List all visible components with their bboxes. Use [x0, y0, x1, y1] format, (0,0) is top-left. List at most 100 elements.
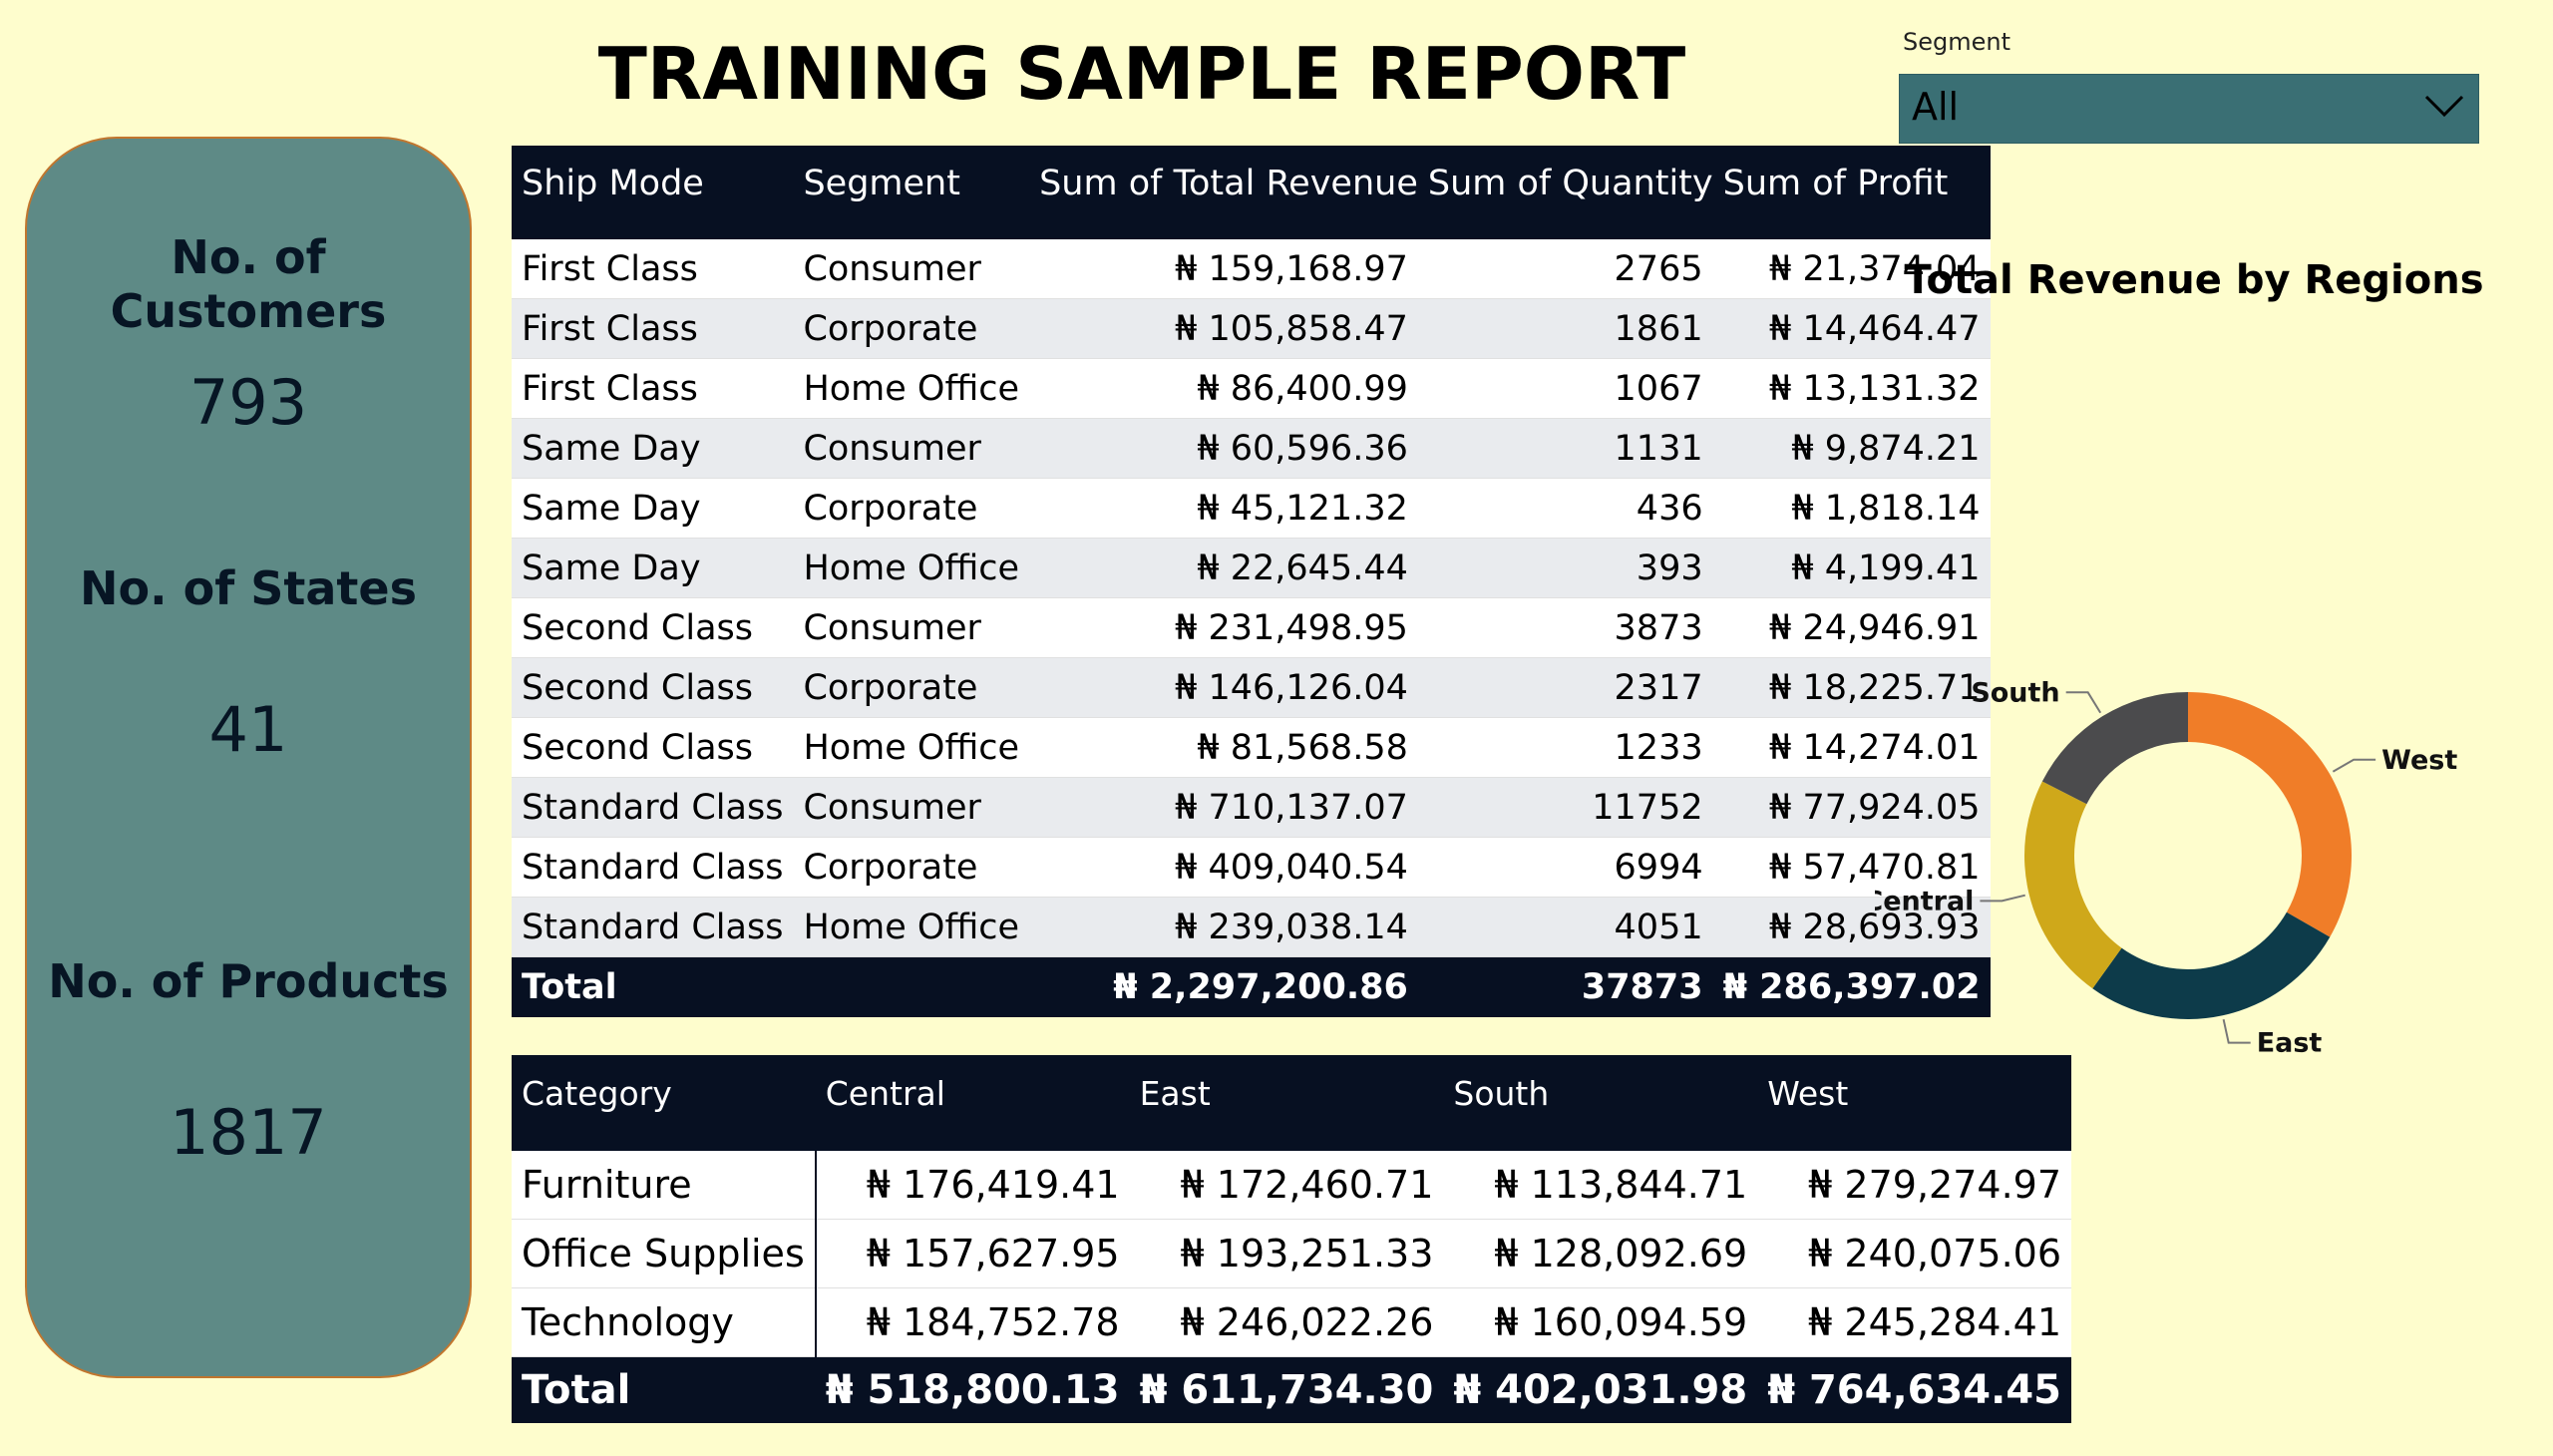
col-header-east[interactable]: East: [1129, 1055, 1444, 1151]
cell-segment: Consumer: [793, 777, 1030, 838]
cell-profit: ₦ 14,274.01: [1712, 717, 1991, 778]
cell-total-revenue: ₦ 231,498.95: [1029, 597, 1418, 658]
cell-quantity: 2765: [1417, 239, 1713, 299]
cell-ship-mode: First Class: [512, 298, 794, 359]
table-row[interactable]: Technology ₦ 184,752.78 ₦ 246,022.26 ₦ 160,…: [512, 1287, 2071, 1357]
cell-profit: ₦ 77,924.05: [1712, 777, 1991, 838]
donut-slice-east[interactable]: [2092, 911, 2331, 1019]
chevron-down-icon: [2424, 95, 2464, 118]
ship-mode-table: Ship Mode Segment Sum of Total Revenue S…: [512, 146, 1991, 1017]
donut-label-west: West: [2381, 745, 2457, 776]
table-row[interactable]: Standard Class Corporate ₦ 409,040.54 6994 ₦…: [512, 837, 1991, 898]
cell-total-revenue: ₦ 159,168.97: [1029, 239, 1418, 299]
cell-ship-mode: Same Day: [512, 538, 794, 598]
cell-ship-mode: Same Day: [512, 418, 794, 479]
cell-category: Furniture: [512, 1151, 817, 1220]
cell-quantity: 11752: [1417, 777, 1713, 838]
ship-table-header: Ship Mode Segment Sum of Total Revenue S…: [512, 146, 1991, 239]
table-row[interactable]: Same Day Home Office ₦ 22,645.44 393 ₦ 4,199…: [512, 538, 1991, 598]
cell-profit: ₦ 4,199.41: [1712, 538, 1991, 598]
cell-total-revenue: ₦ 239,038.14: [1029, 897, 1418, 957]
donut-slice-south[interactable]: [2041, 692, 2188, 805]
col-header-west[interactable]: West: [1757, 1055, 2071, 1151]
ship-table-total-row: Total ₦ 2,297,200.86 37873 ₦ 286,397.02: [512, 956, 1991, 1017]
cell-segment: Corporate: [793, 837, 1030, 898]
table-row[interactable]: Office Supplies ₦ 157,627.95 ₦ 193,251.33 ₦…: [512, 1219, 2071, 1288]
cell-central: ₦ 157,627.95: [815, 1219, 1130, 1288]
cell-profit: ₦ 13,131.32: [1712, 358, 1991, 419]
table-row[interactable]: Same Day Consumer ₦ 60,596.36 1131 ₦ 9,874.2…: [512, 418, 1991, 479]
cell-total-revenue: ₦ 409,040.54: [1029, 837, 1418, 898]
chart-title: Total Revenue by Regions: [1904, 257, 2484, 303]
kpi-products-value: 1817: [170, 1096, 327, 1169]
total-label: Total: [512, 956, 794, 1017]
table-row[interactable]: First Class Home Office ₦ 86,400.99 1067 ₦ 1…: [512, 358, 1991, 419]
cell-quantity: 3873: [1417, 597, 1713, 658]
donut-label-south: South: [1971, 677, 2059, 708]
table-row[interactable]: Standard Class Consumer ₦ 710,137.07 11752 ₦…: [512, 777, 1991, 838]
cell-profit: ₦ 9,874.21: [1712, 418, 1991, 479]
cell-ship-mode: Second Class: [512, 717, 794, 778]
cell-total-revenue: ₦ 60,596.36: [1029, 418, 1418, 479]
donut-leader-line: [2222, 1018, 2251, 1044]
total-revenue: ₦ 2,297,200.86: [1029, 956, 1418, 1017]
table-row[interactable]: First Class Consumer ₦ 159,168.97 2765 ₦ 21,…: [512, 239, 1991, 299]
table-row[interactable]: Furniture ₦ 176,419.41 ₦ 172,460.71 ₦ 113,8…: [512, 1151, 2071, 1220]
cell-south: ₦ 113,844.71: [1443, 1151, 1758, 1220]
table-row[interactable]: Second Class Consumer ₦ 231,498.95 3873 ₦ 24…: [512, 597, 1991, 658]
segment-slicer-label: Segment: [1903, 28, 2010, 56]
cell-total-revenue: ₦ 105,858.47: [1029, 298, 1418, 359]
col-header-central[interactable]: Central: [815, 1055, 1130, 1151]
kpi-products-label: No. of Products: [48, 954, 449, 1008]
col-header-profit[interactable]: Sum of Profit: [1712, 146, 1991, 239]
kpi-states-value: 41: [208, 693, 288, 766]
col-header-total-revenue[interactable]: Sum of Total Revenue: [1029, 146, 1418, 239]
cell-profit: ₦ 18,225.71: [1712, 657, 1991, 718]
segment-dropdown-value: All: [1912, 85, 1960, 129]
cell-segment: Consumer: [793, 418, 1030, 479]
cell-quantity: 4051: [1417, 897, 1713, 957]
table-row[interactable]: Second Class Home Office ₦ 81,568.58 1233 ₦ …: [512, 717, 1991, 778]
cell-central: ₦ 184,752.78: [815, 1287, 1130, 1357]
cell-east: ₦ 172,460.71: [1129, 1151, 1444, 1220]
total-segment-empty: [793, 956, 1030, 1017]
category-total-west: ₦ 764,634.45: [1757, 1356, 2071, 1423]
col-header-ship-mode[interactable]: Ship Mode: [512, 146, 794, 239]
segment-dropdown[interactable]: All: [1899, 74, 2479, 144]
cell-segment: Home Office: [793, 358, 1030, 419]
col-header-south[interactable]: South: [1443, 1055, 1758, 1151]
table-row[interactable]: First Class Corporate ₦ 105,858.47 1861 ₦ 14…: [512, 298, 1991, 359]
cell-segment: Consumer: [793, 239, 1030, 299]
total-quantity: 37873: [1417, 956, 1713, 1017]
cell-quantity: 393: [1417, 538, 1713, 598]
kpi-states-label: No. of States: [80, 561, 417, 615]
cell-ship-mode: Same Day: [512, 478, 794, 539]
donut-leader-line: [1980, 894, 2025, 903]
cell-east: ₦ 193,251.33: [1129, 1219, 1444, 1288]
table-row[interactable]: Standard Class Home Office ₦ 239,038.14 405…: [512, 897, 1991, 957]
cell-ship-mode: Standard Class: [512, 897, 794, 957]
table-row[interactable]: Second Class Corporate ₦ 146,126.04 2317 ₦ 1…: [512, 657, 1991, 718]
revenue-by-region-donut: West East Central South: [1875, 677, 2457, 1058]
cell-west: ₦ 279,274.97: [1757, 1151, 2071, 1220]
donut-label-central: Central: [1875, 886, 1974, 916]
cell-segment: Corporate: [793, 478, 1030, 539]
cell-south: ₦ 160,094.59: [1443, 1287, 1758, 1357]
donut-slice-west[interactable]: [2188, 692, 2352, 937]
kpi-card: No. of Customers 793 No. of States 41 No…: [25, 137, 472, 1378]
donut-leader-line: [2065, 691, 2102, 714]
cell-ship-mode: First Class: [512, 239, 794, 299]
col-header-category[interactable]: Category: [512, 1055, 816, 1151]
donut-leader-line: [2332, 758, 2376, 773]
cell-ship-mode: First Class: [512, 358, 794, 419]
cell-east: ₦ 246,022.26: [1129, 1287, 1444, 1357]
col-header-segment[interactable]: Segment: [793, 146, 1030, 239]
cell-south: ₦ 128,092.69: [1443, 1219, 1758, 1288]
cell-west: ₦ 245,284.41: [1757, 1287, 2071, 1357]
cell-profit: ₦ 24,946.91: [1712, 597, 1991, 658]
col-header-quantity[interactable]: Sum of Quantity: [1417, 146, 1713, 239]
table-row[interactable]: Same Day Corporate ₦ 45,121.32 436 ₦ 1,818.1…: [512, 478, 1991, 539]
cell-segment: Home Office: [793, 897, 1030, 957]
donut-slice-central[interactable]: [2024, 781, 2122, 989]
category-table-total-row: Total ₦ 518,800.13 ₦ 611,734.30 ₦ 402,03…: [512, 1356, 2071, 1423]
